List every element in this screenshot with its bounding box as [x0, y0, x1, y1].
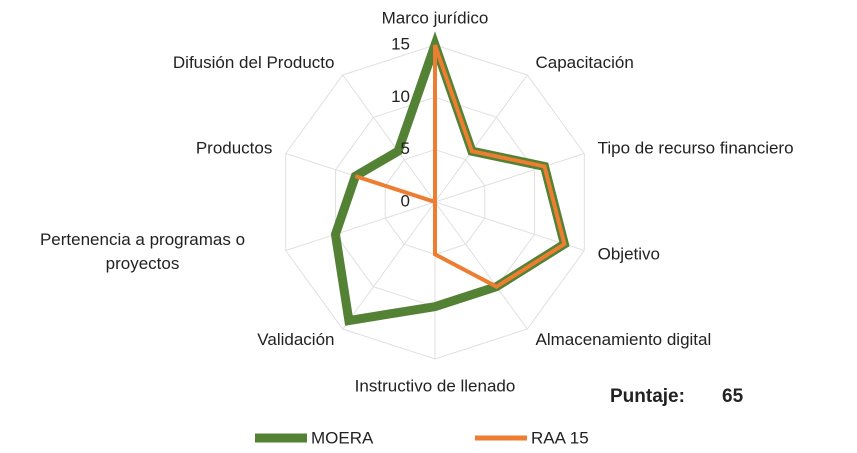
category-label: Productos	[196, 139, 273, 158]
spoke	[285, 201, 436, 251]
spoke	[342, 74, 436, 203]
legend-label: MOERA	[311, 428, 374, 447]
r-tick-label: 10	[391, 87, 410, 106]
spoke	[434, 201, 528, 330]
score-value: 65	[722, 386, 744, 407]
category-label: Tipo de recurso financiero	[598, 139, 794, 158]
category-label: Validación	[257, 330, 334, 349]
legend-label: RAA 15	[531, 428, 589, 447]
category-label: Pertenencia a programas o proyectos	[39, 230, 246, 273]
r-tick-label: 15	[391, 34, 410, 53]
category-label: Marco jurídico	[382, 8, 489, 27]
score-label: Puntaje:	[610, 386, 685, 407]
spoke	[434, 74, 528, 203]
series-line	[354, 44, 567, 289]
r-tick-label: 5	[401, 139, 410, 158]
category-label: Difusión del Producto	[173, 53, 335, 72]
r-tick-label: 0	[401, 191, 410, 210]
category-label: Objetivo	[598, 244, 660, 263]
category-label: Instructivo de llenado	[355, 376, 516, 395]
spoke	[342, 201, 436, 330]
category-label: Capacitación	[536, 53, 634, 72]
spoke	[434, 153, 585, 203]
category-label: Almacenamiento digital	[536, 330, 712, 349]
